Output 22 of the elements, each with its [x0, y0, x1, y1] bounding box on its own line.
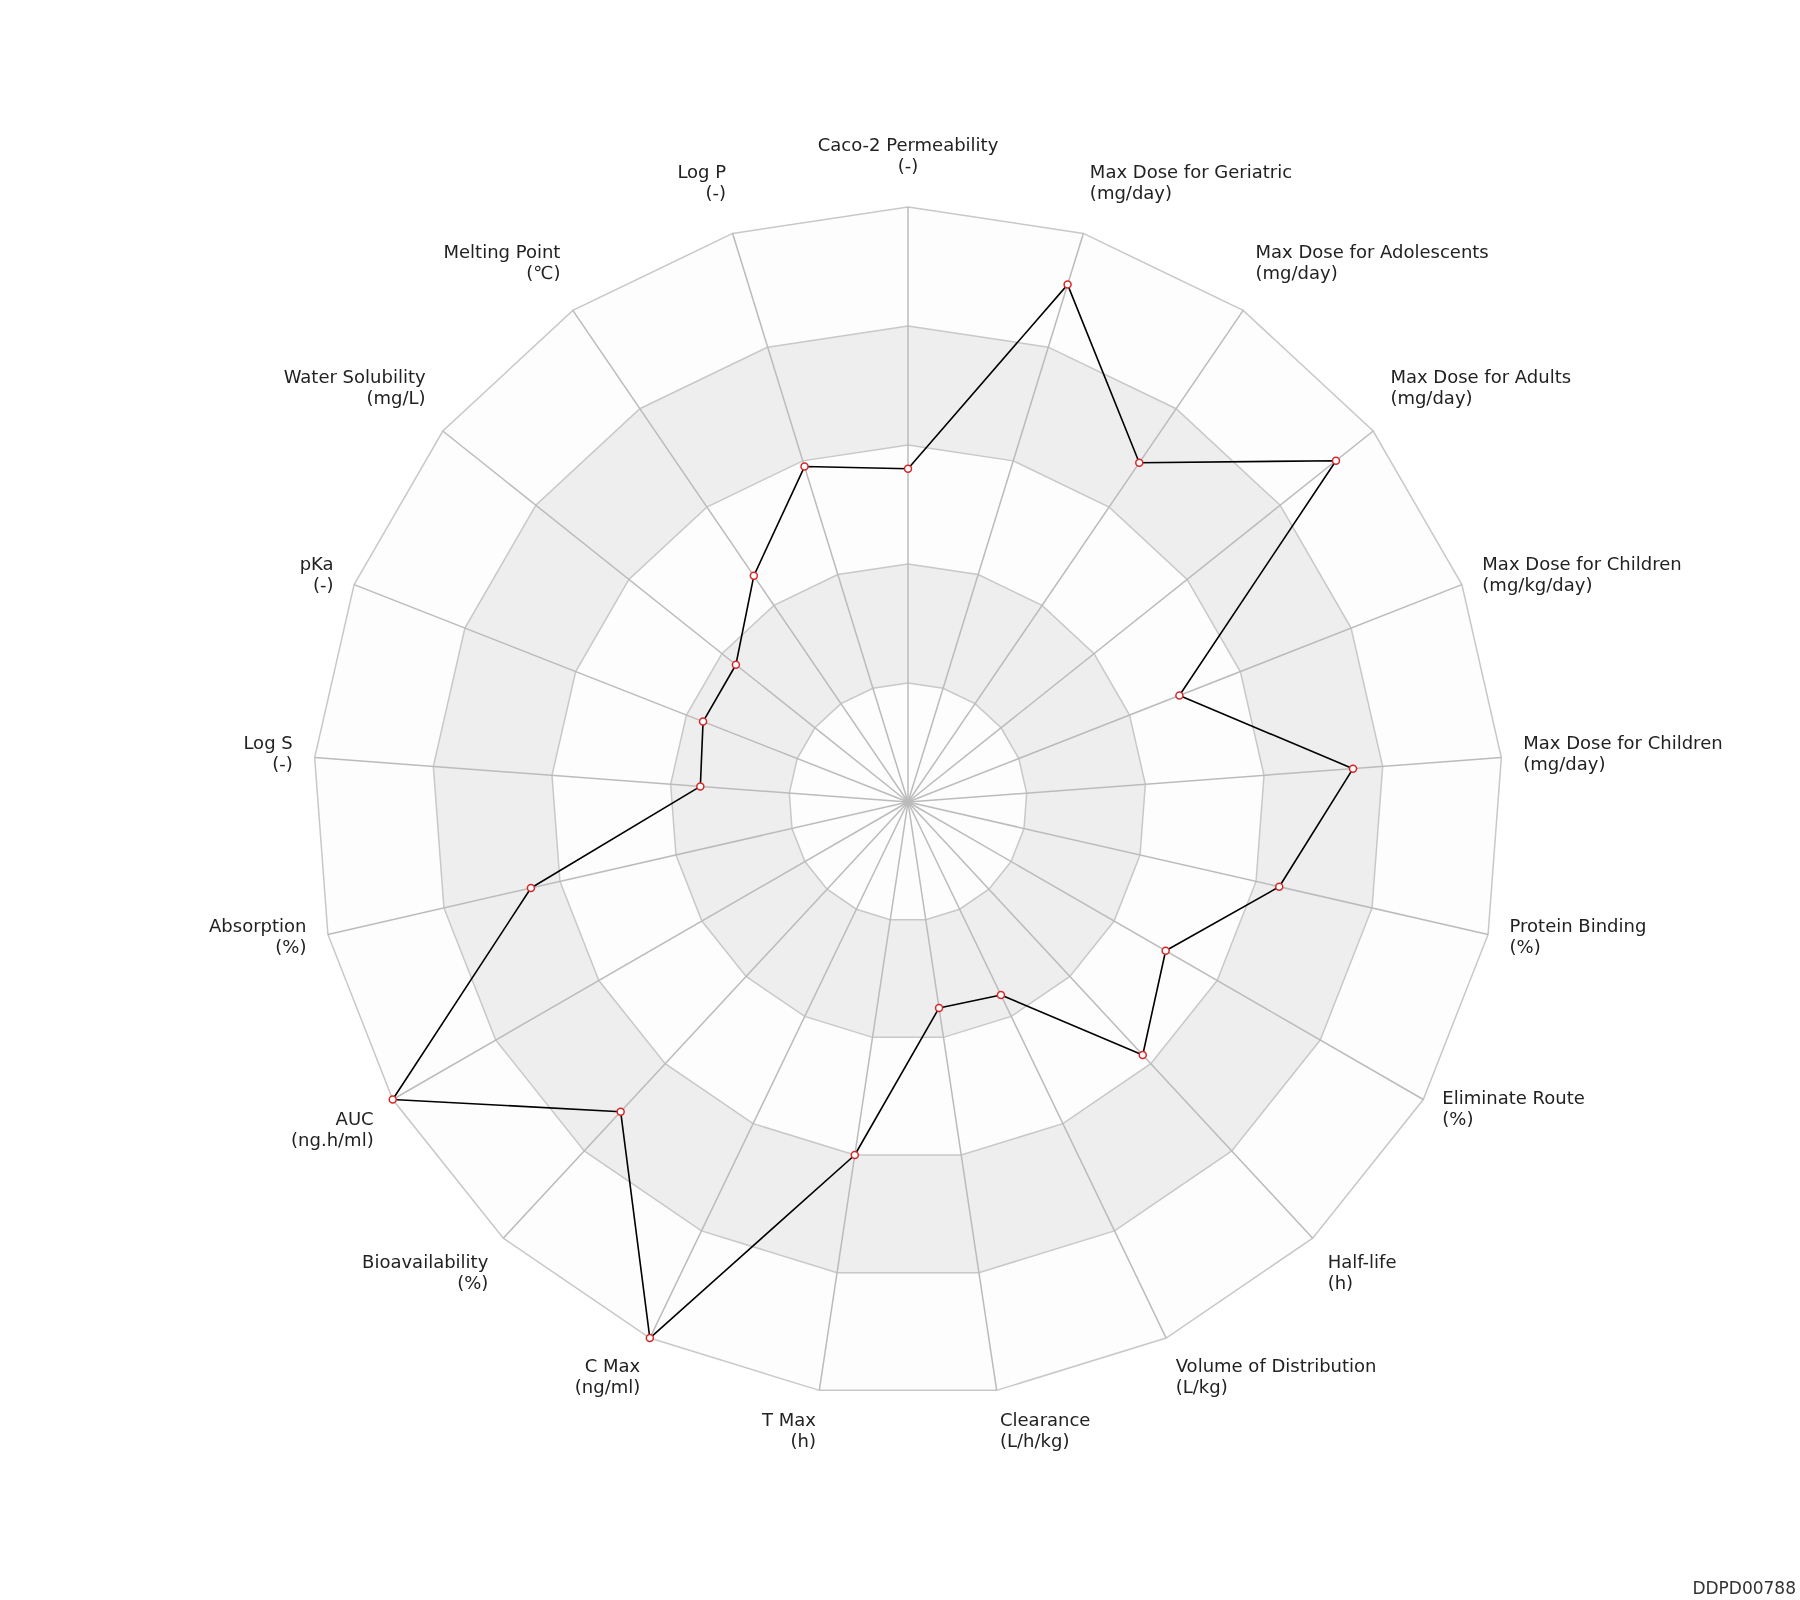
spoke-label: Max Dose for Geriatric (mg/day) — [1089, 161, 1293, 204]
spoke-label: AUC (ng.h/ml) — [291, 1107, 374, 1150]
spoke-label: Max Dose for Children (mg/day) — [1523, 731, 1723, 774]
spoke-label: Max Dose for Adolescents (mg/day) — [1255, 241, 1489, 284]
spoke-label: Bioavailability (%) — [362, 1251, 489, 1294]
spoke-label: Absorption (%) — [209, 915, 307, 958]
spoke-label: C Max (ng/ml) — [574, 1354, 641, 1397]
spoke-label: Caco-2 Permeability (-) — [817, 134, 999, 176]
spoke-label: Clearance (L/h/kg) — [999, 1409, 1091, 1452]
spoke-label: T Max (h) — [761, 1409, 817, 1452]
text: DDPD00788 — [1692, 1578, 1796, 1598]
spoke-label: Water Solubility (mg/L) — [283, 366, 426, 409]
spoke-label: pKa (-) — [299, 552, 334, 595]
spoke-label: Protein Binding (%) — [1509, 915, 1647, 958]
spoke-label: Log P (-) — [677, 161, 727, 204]
spoke-label: Log S (-) — [243, 731, 293, 774]
spoke-label: Max Dose for Children (mg/kg/day) — [1482, 552, 1682, 595]
spoke-label: Melting Point (℃) — [443, 241, 561, 284]
spoke-label: Max Dose for Adults (mg/day) — [1390, 366, 1572, 409]
spoke-label: Half-life (h) — [1327, 1251, 1397, 1294]
spoke-label: Volume of Distribution (L/kg) — [1175, 1354, 1377, 1397]
spoke-label: Eliminate Route (%) — [1442, 1086, 1585, 1129]
